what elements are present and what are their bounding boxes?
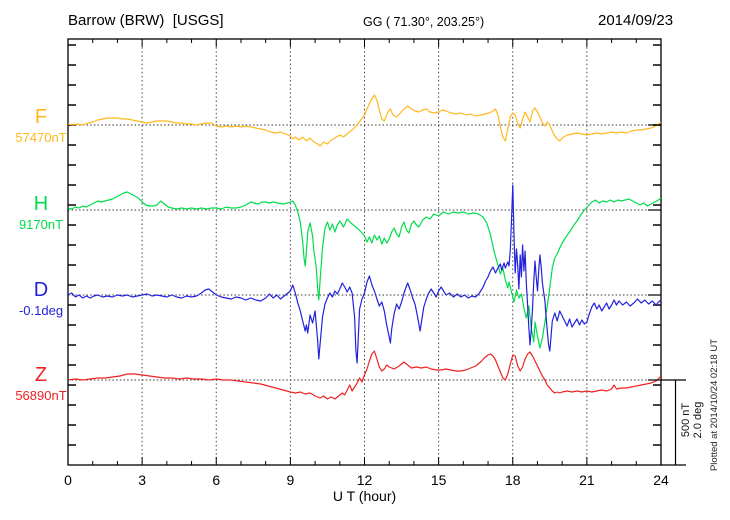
- scale-bar-label-deg: 2.0 deg: [692, 402, 704, 439]
- trace-D: [68, 184, 661, 364]
- x-axis-title: U T (hour): [333, 488, 396, 504]
- x-tick-label-9: 9: [286, 472, 294, 488]
- trace-D-baseline-value: -0.1deg: [18, 303, 64, 318]
- trace-H-baseline-value: 9170nT: [18, 217, 64, 232]
- trace-H-letter: H: [33, 193, 49, 215]
- geographic-coordinates: GG ( 71.30°, 203.25°): [363, 15, 485, 29]
- x-tick-label-24: 24: [653, 472, 669, 488]
- x-tick-label-21: 21: [579, 472, 595, 488]
- trace-D-letter: D: [33, 279, 49, 301]
- observation-date: 2014/09/23: [598, 12, 674, 29]
- trace-Z-label: Z 56890nT: [5, 364, 77, 403]
- trace-Z: [68, 350, 661, 400]
- x-tick-label-3: 3: [138, 472, 146, 488]
- x-tick-label-0: 0: [64, 472, 72, 488]
- scale-bar-label-nt: 500 nT: [680, 403, 692, 438]
- plot-frame: [67, 38, 662, 466]
- x-tick-label-15: 15: [431, 472, 447, 488]
- trace-H-label: H 9170nT: [5, 193, 77, 232]
- trace-F: [68, 94, 661, 147]
- x-tick-label-18: 18: [505, 472, 521, 488]
- x-tick-label-6: 6: [212, 472, 220, 488]
- trace-D-label: D -0.1deg: [5, 279, 77, 318]
- station-title: Barrow (BRW) [USGS]: [68, 12, 224, 29]
- trace-F-label: F 57470nT: [5, 106, 77, 145]
- trace-H: [68, 191, 661, 349]
- x-tick-label-12: 12: [357, 472, 373, 488]
- plotted-at-note: Plotted at 2014/10/24 02:18 UT: [709, 339, 720, 471]
- trace-F-baseline-value: 57470nT: [15, 130, 67, 145]
- trace-F-letter: F: [34, 106, 48, 128]
- trace-Z-baseline-value: 56890nT: [15, 388, 67, 403]
- trace-Z-letter: Z: [34, 364, 48, 386]
